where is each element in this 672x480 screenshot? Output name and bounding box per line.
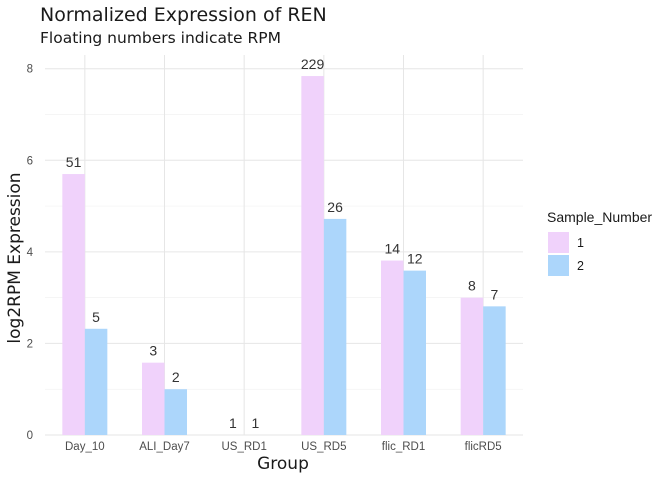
x-tick-label: US_RD1 xyxy=(221,441,266,453)
data-label: 8 xyxy=(468,278,476,294)
legend-label: 1 xyxy=(577,236,584,250)
x-tick-label: Day_10 xyxy=(65,441,105,453)
data-label: 3 xyxy=(149,343,157,359)
data-label: 2 xyxy=(172,369,180,385)
bar-series-1-flic_RD1 xyxy=(381,260,404,435)
bar-series-1-Day_10 xyxy=(62,174,85,436)
bar-series-1-US_RD5 xyxy=(301,76,324,435)
x-axis-ticks: Day_10 ALI_Day7 US_RD1 US_RD5 flic_RD1 flicRD… xyxy=(65,441,502,453)
data-labels: 51 3 1 229 14 8 5 2 1 26 12 7 xyxy=(66,56,499,431)
data-label: 1 xyxy=(252,415,260,431)
data-label: 14 xyxy=(384,241,400,257)
x-tick-label: flicRD5 xyxy=(465,441,502,453)
bar-series-2-Day_10 xyxy=(84,328,108,435)
x-tick-label: ALI_Day7 xyxy=(139,441,190,453)
data-label: 12 xyxy=(407,251,423,267)
y-tick-label: 0 xyxy=(27,430,33,442)
bar-series-1-flicRD5 xyxy=(460,297,484,435)
chart-title: Normalized Expression of REN xyxy=(40,4,327,26)
y-axis-ticks: 0 2 4 6 8 xyxy=(27,64,34,442)
data-label: 229 xyxy=(301,56,325,72)
data-label: 26 xyxy=(327,199,343,215)
y-axis-title: log2RPM Expression xyxy=(5,172,25,343)
bar-series-2-US_RD5 xyxy=(323,218,347,435)
x-tick-label: US_RD5 xyxy=(301,441,346,453)
legend-swatch-1 xyxy=(548,232,569,253)
chart-subtitle: Floating numbers indicate RPM xyxy=(40,29,281,47)
x-axis-title: Group xyxy=(257,454,309,474)
bar-series-2-flicRD5 xyxy=(483,306,506,435)
legend-title: Sample_Number xyxy=(547,209,652,225)
bars xyxy=(62,76,506,436)
legend-label: 2 xyxy=(577,259,584,273)
data-label: 51 xyxy=(66,154,82,170)
y-tick-label: 4 xyxy=(27,247,34,259)
data-label: 7 xyxy=(491,286,499,302)
y-tick-label: 8 xyxy=(27,64,33,76)
data-label: 1 xyxy=(229,415,237,431)
bar-series-2-flic_RD1 xyxy=(403,270,426,435)
x-tick-label: flic_RD1 xyxy=(382,441,425,453)
y-tick-label: 6 xyxy=(27,155,33,167)
bar-series-2-ALI_Day7 xyxy=(164,389,187,435)
data-label: 5 xyxy=(92,309,100,325)
legend-swatch-2 xyxy=(548,255,569,276)
grid-lines xyxy=(45,55,523,436)
bar-series-1-ALI_Day7 xyxy=(142,362,165,435)
y-tick-label: 2 xyxy=(27,338,33,350)
legend: Sample_Number 1 2 xyxy=(547,209,652,276)
